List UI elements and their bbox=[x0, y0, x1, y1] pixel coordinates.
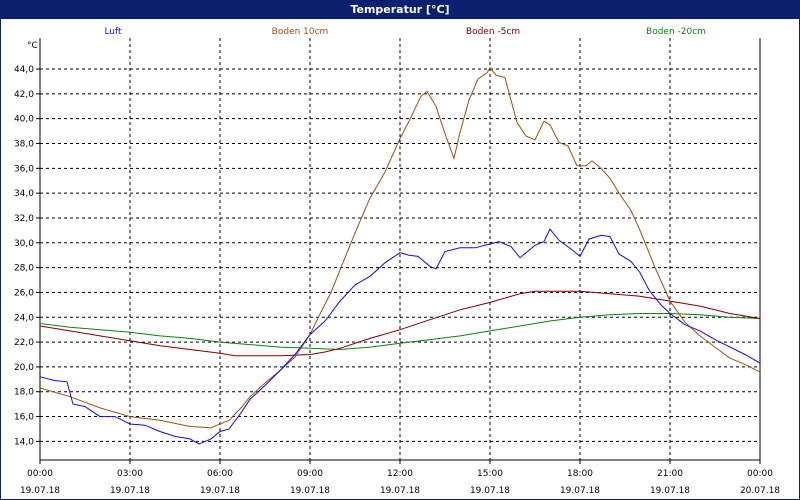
x-tick-date-label: 19.07.18 bbox=[470, 486, 510, 496]
legend-entry-luft: Luft bbox=[104, 27, 122, 37]
y-tick-label: 30,0 bbox=[14, 239, 34, 249]
y-tick-label: 22,0 bbox=[14, 338, 34, 348]
y-tick-label: 44,0 bbox=[14, 65, 34, 75]
x-tick-time-label: 12:00 bbox=[387, 469, 413, 479]
chart-title: Temperatur [°C] bbox=[350, 2, 450, 16]
x-tick-date-label: 19.07.18 bbox=[650, 486, 690, 496]
series-line-boden-20cm bbox=[39, 313, 761, 351]
x-tick-time-label: 18:00 bbox=[567, 469, 593, 479]
series-line-boden-5cm bbox=[39, 290, 761, 357]
x-tick-date-label: 19.07.18 bbox=[560, 486, 600, 496]
y-tick-label: 40,0 bbox=[14, 115, 34, 125]
x-tick-date-label: 19.07.18 bbox=[20, 486, 60, 496]
y-tick-label: 14,0 bbox=[14, 437, 34, 447]
legend: Luft Boden 10cm Boden -5cm Boden -20cm bbox=[104, 27, 706, 37]
y-tick-label: 32,0 bbox=[14, 214, 34, 224]
x-tick-time-label: 00:00 bbox=[27, 469, 53, 479]
y-tick-label: 16,0 bbox=[14, 413, 34, 423]
y-tick-label: 38,0 bbox=[14, 140, 34, 150]
x-tick-date-label: 19.07.18 bbox=[110, 486, 150, 496]
y-tick-label: 20,0 bbox=[14, 363, 34, 373]
x-tick-date-label: 19.07.18 bbox=[200, 486, 240, 496]
legend-entry-boden-5cm: Boden -5cm bbox=[466, 27, 520, 37]
x-tick-time-label: 21:00 bbox=[657, 469, 683, 479]
x-tick-time-label: 09:00 bbox=[297, 469, 323, 479]
x-tick-time-label: 15:00 bbox=[477, 469, 503, 479]
x-tick-time-label: 06:00 bbox=[207, 469, 233, 479]
series-line-boden-10cm bbox=[39, 66, 761, 429]
y-tick-label: 26,0 bbox=[14, 288, 34, 298]
series bbox=[39, 66, 761, 445]
chart-title-bar: Temperatur [°C] bbox=[0, 0, 800, 18]
legend-entry-boden-10cm: Boden 10cm bbox=[272, 27, 329, 37]
y-tick-label: 24,0 bbox=[14, 313, 34, 323]
x-ticks: 00:00 19.07.18 03:00 19.07.18 06:00 19.07.18 0… bbox=[20, 460, 780, 496]
grid bbox=[40, 38, 760, 460]
x-tick-time-label: 00:00 bbox=[747, 469, 773, 479]
series-line-luft bbox=[39, 228, 761, 445]
x-tick-date-label: 20.07.18 bbox=[740, 486, 780, 496]
y-tick-label: 28,0 bbox=[14, 264, 34, 274]
legend-entry-boden-20cm: Boden -20cm bbox=[646, 27, 706, 37]
x-tick-date-label: 19.07.18 bbox=[380, 486, 420, 496]
y-tick-label: 36,0 bbox=[14, 164, 34, 174]
y-tick-label: 34,0 bbox=[14, 189, 34, 199]
y-ticks: 14,0 16,0 18,0 20,0 22,0 24,0 26,0 28,0 30,0 32,0… bbox=[14, 65, 40, 447]
x-tick-time-label: 03:00 bbox=[117, 469, 143, 479]
y-tick-label: 18,0 bbox=[14, 388, 34, 398]
y-tick-label: 42,0 bbox=[14, 90, 34, 100]
x-tick-date-label: 19.07.18 bbox=[290, 486, 330, 496]
y-axis-unit-label: °C bbox=[27, 41, 38, 51]
